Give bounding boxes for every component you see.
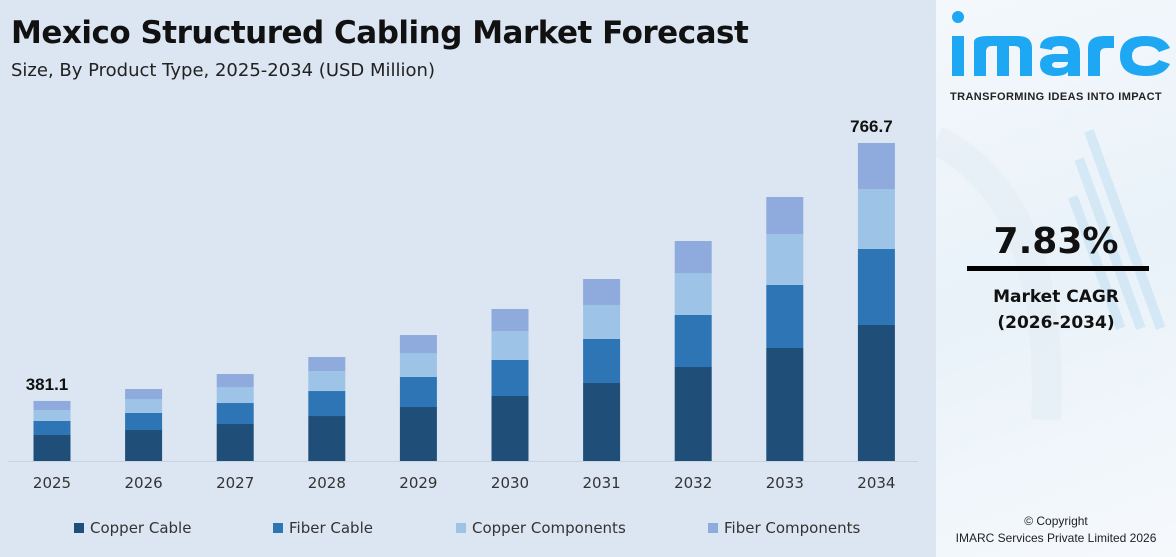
bar-segment-2033-2 [766,234,804,286]
bar-segment-2028-2 [308,371,346,392]
bar-segment-2034-2 [857,188,895,250]
chart-title: Mexico Structured Cabling Market Forecas… [11,15,749,51]
x-tick-label: 2031 [583,474,621,492]
bar-segment-2030-1 [491,359,529,396]
bar-segment-2025-0 [33,434,71,461]
legend-item: Fiber Components [708,519,888,537]
x-tick-label: 2029 [399,474,437,492]
bar-segment-2031-0 [583,382,621,461]
bar-segment-2029-3 [399,335,437,354]
x-tick-label: 2026 [125,474,163,492]
bar-segment-2031-3 [583,279,621,305]
background-chart-graphic [936,126,1166,421]
x-tick-label: 2025 [33,474,71,492]
bar-segment-2031-2 [583,304,621,339]
bar-segment-2027-1 [216,403,254,425]
x-tick-label: 2028 [308,474,346,492]
bar-segment-2026-2 [125,399,163,414]
bar-segment-2026-0 [125,430,163,461]
bar-segment-2032-3 [674,241,712,274]
brand-tagline: TRANSFORMING IDEAS INTO IMPACT [950,91,1163,103]
bar-segment-2034-1 [857,249,895,325]
legend-label: Copper Components [472,519,626,537]
bar-segment-2026-3 [125,389,163,400]
bar-segment-2027-0 [216,424,254,461]
legend-label: Fiber Components [724,519,861,537]
legend-swatch [456,523,466,533]
bar-segment-2033-3 [766,196,804,235]
bar-segment-2025-2 [33,409,71,421]
bar-segment-2031-1 [583,338,621,383]
bar-segment-2028-0 [308,416,346,461]
x-tick-label: 2034 [857,474,895,492]
legend-label: Copper Cable [90,519,192,537]
cagr-label-block: Market CAGR (2026-2034) [936,284,1176,336]
bar-segment-2027-2 [216,387,254,404]
data-label: 381.1 [26,375,69,394]
bar-segment-2032-1 [674,315,712,368]
bar-segment-2027-3 [216,374,254,388]
bar-segment-2029-2 [399,353,437,378]
legend-swatch [708,523,718,533]
x-tick-label: 2030 [491,474,529,492]
bar-segment-2028-1 [308,391,346,417]
bar-segment-2028-3 [308,357,346,372]
cagr-divider [967,266,1149,271]
bar-segment-2032-0 [674,367,712,461]
x-tick-label: 2027 [216,474,254,492]
bar-segment-2033-1 [766,285,804,349]
legend-item: Copper Components [456,519,708,537]
brand-panel: TRANSFORMING IDEAS INTO IMPACT 7.83% Mar… [936,0,1176,557]
copyright-line-1: © Copyright [1024,514,1088,528]
legend-swatch [273,523,283,533]
imarc-logo [952,11,1170,76]
chart-legend: Copper Cable Fiber Cable Copper Components… [74,519,888,537]
legend-item: Fiber Cable [273,519,456,537]
cagr-value: 7.83% [993,221,1119,262]
bar-segment-2032-2 [674,273,712,316]
bar-segment-2029-1 [399,377,437,408]
data-label: 766.7 [850,117,893,136]
legend-swatch [74,523,84,533]
cagr-period: (2026-2034) [997,313,1115,333]
chart-subtitle: Size, By Product Type, 2025-2034 (USD Mi… [11,60,435,81]
x-tick-label: 2032 [674,474,712,492]
chart-panel: Mexico Structured Cabling Market Forecas… [8,15,918,537]
bar-segment-2025-1 [33,420,71,435]
legend-item: Copper Cable [74,519,273,537]
bar-segment-2030-3 [491,308,529,331]
stacked-bar-chart: 2025 381.1 2026 2027 2028 2029 2030 2031 2032 203… [8,117,918,492]
bar-segment-2030-2 [491,330,529,360]
bar-segment-2029-0 [399,407,437,461]
cagr-label: Market CAGR [993,287,1119,307]
legend-label: Fiber Cable [289,519,373,537]
bar-segment-2026-1 [125,413,163,431]
bar-segment-2033-0 [766,348,804,461]
copyright: © Copyright IMARC Services Private Limit… [936,513,1176,547]
bar-segment-2030-0 [491,395,529,461]
copyright-line-2: IMARC Services Private Limited 2026 [955,531,1157,545]
bar-segment-2025-3 [33,400,71,410]
x-tick-label: 2033 [766,474,804,492]
bar-segment-2034-3 [857,142,895,189]
bar-segment-2034-0 [857,324,895,461]
